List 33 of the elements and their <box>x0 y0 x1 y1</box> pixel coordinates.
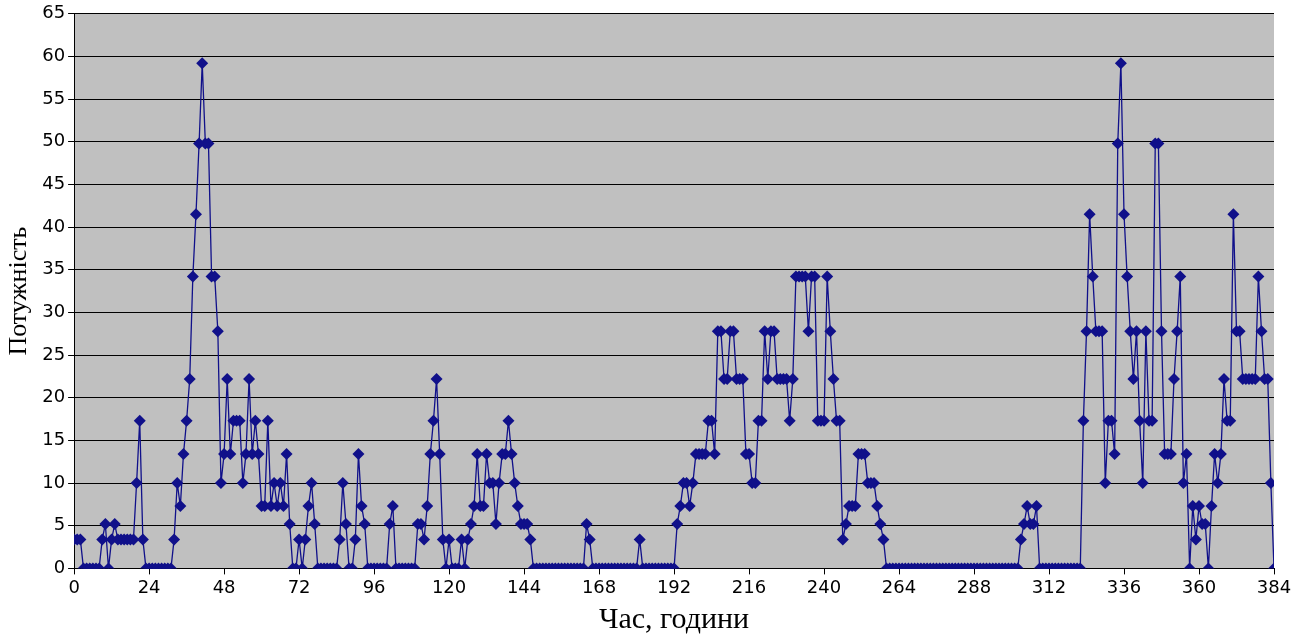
x-tick-label: 24 <box>137 575 161 597</box>
x-tick-label: 168 <box>581 575 617 597</box>
y-tick-label: 40 <box>42 214 66 236</box>
x-tick-label: 288 <box>956 575 992 597</box>
y-tick-label: 30 <box>42 300 66 322</box>
x-axis-title: Час, години <box>598 600 750 634</box>
x-tick-label: 192 <box>656 575 692 597</box>
y-axis-title: Потужність <box>3 226 33 356</box>
y-tick-label: 10 <box>42 470 66 492</box>
y-tick-label: 55 <box>42 86 66 108</box>
x-tick-label: 96 <box>362 575 386 597</box>
x-tick-label: 120 <box>431 575 467 597</box>
x-tick-label: 216 <box>731 575 767 597</box>
y-tick-label: 60 <box>42 44 66 66</box>
y-tick-label: 35 <box>42 257 66 279</box>
x-tick-label: 264 <box>881 575 917 597</box>
x-tick-label: 144 <box>506 575 542 597</box>
y-tick-label: 45 <box>42 172 66 194</box>
x-tick-label: 384 <box>1256 575 1292 597</box>
y-tick-label: 20 <box>42 385 66 407</box>
y-tick-label: 50 <box>42 129 66 151</box>
y-tick-label: 65 <box>42 1 66 23</box>
y-tick-label: 15 <box>42 428 66 450</box>
x-tick-label: 360 <box>1181 575 1217 597</box>
x-tick-label: 72 <box>287 575 311 597</box>
x-tick-label: 48 <box>212 575 236 597</box>
x-tick-label: 240 <box>806 575 842 597</box>
x-tick-label: 336 <box>1106 575 1142 597</box>
x-tick-label: 0 <box>68 575 80 597</box>
y-tick-label: 25 <box>42 342 66 364</box>
y-tick-label: 5 <box>53 513 66 535</box>
x-tick-label: 312 <box>1031 575 1067 597</box>
y-tick-label: 0 <box>53 556 66 578</box>
